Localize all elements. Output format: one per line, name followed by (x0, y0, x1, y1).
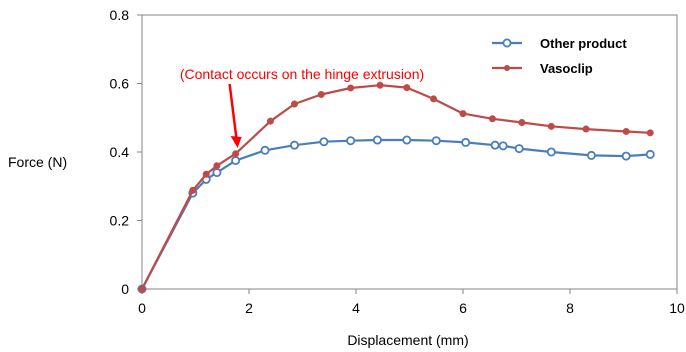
annotation-arrow (228, 83, 238, 141)
data-point-other-product (586, 150, 596, 160)
data-point-vasoclip (347, 84, 355, 92)
data-point-other-product (231, 156, 241, 166)
y-tick-label: 0.6 (110, 76, 130, 92)
y-tick-label: 0.8 (110, 7, 130, 23)
data-point-vasoclip (376, 81, 384, 89)
annotation-layer: (Contact occurs on the hinge extrusion) (180, 66, 424, 148)
data-point-vasoclip (488, 115, 496, 123)
y-tick-label: 0 (121, 281, 129, 297)
annotation-arrowhead (230, 136, 242, 148)
series-other-product (137, 135, 655, 294)
data-point-other-product (346, 136, 356, 146)
data-point-other-product (645, 149, 655, 159)
data-point-vasoclip (189, 186, 197, 194)
data-point-vasoclip (138, 285, 146, 293)
y-axis-label: Force (N) (8, 154, 67, 170)
data-point-vasoclip (547, 122, 555, 130)
plot-area (141, 14, 678, 290)
data-point-vasoclip (290, 100, 298, 108)
data-point-other-product (461, 137, 471, 147)
data-point-vasoclip (202, 170, 210, 178)
data-point-other-product (546, 147, 556, 157)
x-axis-label: Displacement (mm) (347, 332, 468, 348)
data-point-other-product (514, 144, 524, 154)
y-axis: 0 0.2 0.4 0.6 0.8 (110, 7, 142, 297)
series-vasoclip (138, 81, 654, 293)
data-point-vasoclip (582, 125, 590, 133)
annotation-text: (Contact occurs on the hinge extrusion) (180, 66, 424, 82)
x-tick-label: 2 (245, 300, 253, 316)
x-tick-label: 4 (352, 300, 360, 316)
data-point-vasoclip (403, 84, 411, 92)
data-point-other-product (212, 168, 222, 178)
data-point-vasoclip (317, 90, 325, 98)
data-point-vasoclip (518, 119, 526, 127)
legend-label-other-product: Other product (540, 36, 627, 51)
data-point-other-product (289, 140, 299, 150)
series-line-vasoclip (141, 84, 651, 290)
data-point-vasoclip (213, 162, 221, 170)
series-layer (137, 81, 655, 294)
x-tick-label: 0 (138, 300, 146, 316)
data-point-vasoclip (622, 127, 630, 135)
data-point-vasoclip (646, 129, 654, 137)
data-point-vasoclip (232, 150, 240, 158)
legend-marker-other-product (502, 38, 512, 48)
legend-label-vasoclip: Vasoclip (540, 61, 593, 76)
y-tick-label: 0.4 (110, 144, 130, 160)
legend: Other product Vasoclip (492, 36, 627, 76)
data-point-vasoclip (459, 110, 467, 118)
data-point-other-product (260, 145, 270, 155)
legend-marker-vasoclip (504, 65, 510, 71)
x-tick-label: 8 (566, 300, 574, 316)
data-point-other-product (490, 140, 500, 150)
x-tick-label: 6 (459, 300, 467, 316)
data-point-other-product (431, 136, 441, 146)
y-tick-label: 0.2 (110, 213, 130, 229)
x-axis: 0 2 4 6 8 10 (138, 289, 685, 316)
legend-item-other-product: Other product (492, 36, 627, 51)
data-point-other-product (402, 135, 412, 145)
data-point-other-product (621, 151, 631, 161)
plot-frame (141, 14, 678, 290)
data-point-other-product (498, 141, 508, 151)
data-point-vasoclip (266, 117, 274, 125)
data-point-other-product (319, 137, 329, 147)
data-point-other-product (372, 135, 382, 145)
series-line-other-product (141, 138, 651, 290)
data-point-vasoclip (430, 95, 438, 103)
x-tick-label: 10 (669, 300, 685, 316)
legend-item-vasoclip: Vasoclip (492, 61, 593, 76)
